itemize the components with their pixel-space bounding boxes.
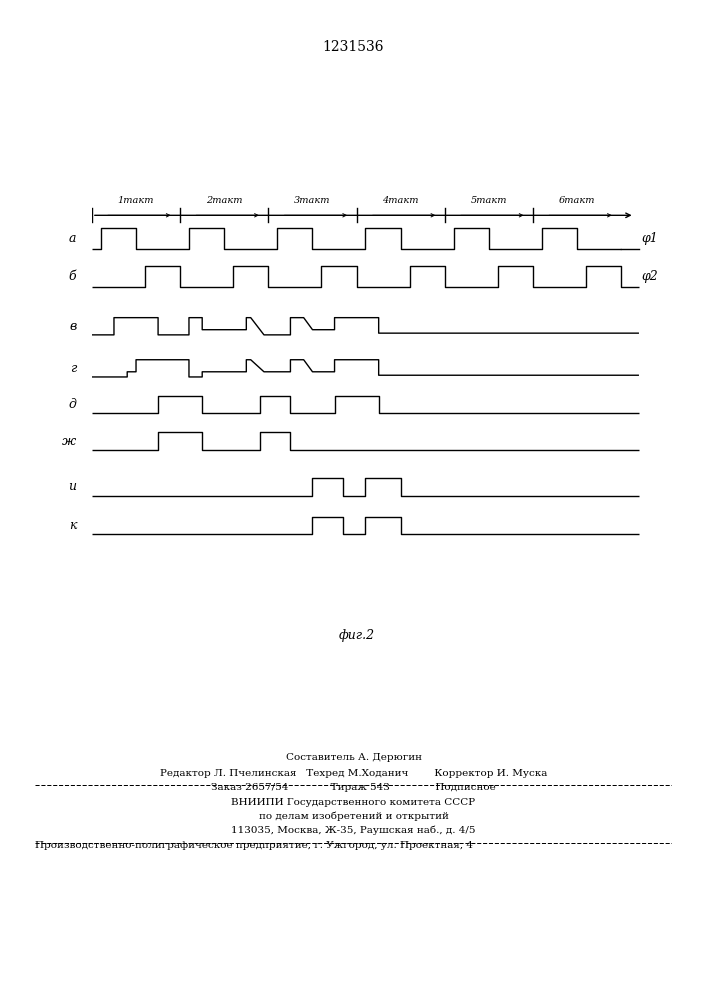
Text: 113035, Москва, Ж-35, Раушская наб., д. 4/5: 113035, Москва, Ж-35, Раушская наб., д. … <box>231 826 476 835</box>
Text: д: д <box>69 398 76 411</box>
Text: б: б <box>69 270 76 283</box>
Text: 4такт: 4такт <box>382 196 419 205</box>
Text: по делам изобретений и открытий: по делам изобретений и открытий <box>259 812 448 821</box>
Text: к: к <box>69 519 76 532</box>
Text: φ1: φ1 <box>641 232 658 245</box>
Text: Составитель А. Дерюгин: Составитель А. Дерюгин <box>286 753 421 762</box>
Text: фиг.2: фиг.2 <box>339 629 375 642</box>
Text: ж: ж <box>62 435 76 448</box>
Text: φ2: φ2 <box>641 270 658 283</box>
Text: а: а <box>69 232 76 245</box>
Text: 2такт: 2такт <box>206 196 243 205</box>
Text: 5такт: 5такт <box>471 196 507 205</box>
Text: в: в <box>69 320 76 333</box>
Text: Заказ 2657/54             Тираж 543              Подписное: Заказ 2657/54 Тираж 543 Подписное <box>211 783 496 792</box>
Text: 6такт: 6такт <box>559 196 595 205</box>
Text: 1231536: 1231536 <box>323 40 384 54</box>
Text: Редактор Л. Пчелинская   Техред М.Ходанич        Корректор И. Муска: Редактор Л. Пчелинская Техред М.Ходанич … <box>160 769 547 778</box>
Text: Производственно-полиграфическое предприятие, г. Ужгород, ул. Проектная, 4: Производственно-полиграфическое предприя… <box>35 841 474 850</box>
Text: ВНИИПИ Государственного комитета СССР: ВНИИПИ Государственного комитета СССР <box>231 798 476 807</box>
Text: 3такт: 3такт <box>294 196 331 205</box>
Text: 1такт: 1такт <box>118 196 154 205</box>
Text: г: г <box>70 362 76 375</box>
Text: и: и <box>69 480 76 493</box>
